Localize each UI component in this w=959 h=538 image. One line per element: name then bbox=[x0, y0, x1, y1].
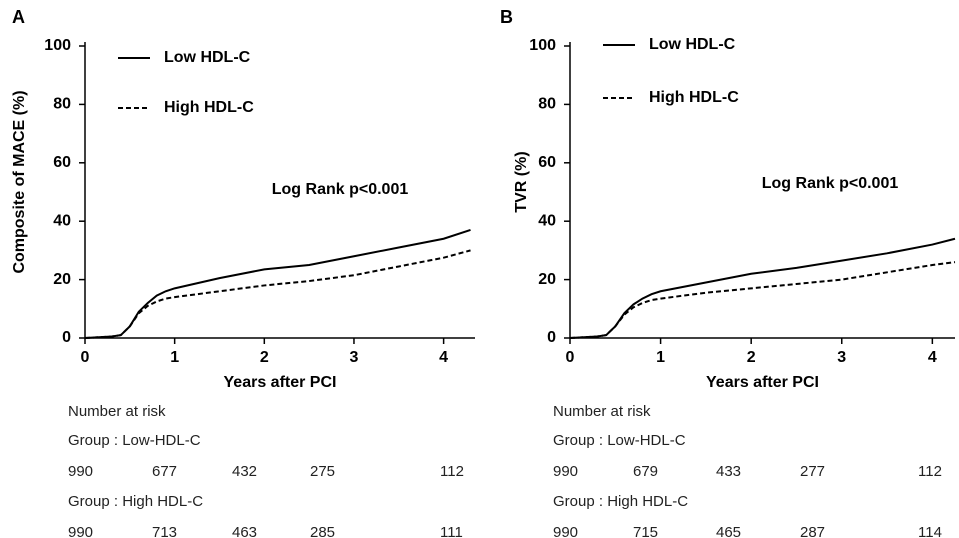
risk-group-label: Group : Low-HDL-C bbox=[553, 432, 686, 449]
annotation: Log Rank p<0.001 bbox=[762, 175, 899, 192]
risk-table-title: Number at risk bbox=[68, 403, 166, 420]
legend-label: High HDL-C bbox=[164, 99, 254, 116]
legend-label: High HDL-C bbox=[649, 89, 739, 106]
risk-count: 990 bbox=[553, 524, 578, 538]
km-curve bbox=[84, 249, 471, 339]
risk-count: 287 bbox=[800, 524, 825, 538]
risk-group-label: Group : High HDL-C bbox=[553, 493, 688, 510]
risk-count: 463 bbox=[232, 524, 257, 538]
risk-count: 990 bbox=[553, 463, 578, 480]
y-tick-label: 100 bbox=[529, 37, 556, 54]
y-tick-label: 60 bbox=[53, 154, 71, 171]
risk-count: 285 bbox=[310, 524, 335, 538]
risk-count: 111 bbox=[440, 524, 463, 538]
legend-label: Low HDL-C bbox=[649, 36, 736, 53]
x-tick-label: 0 bbox=[81, 349, 90, 366]
x-tick-label: 1 bbox=[170, 349, 179, 366]
y-tick-label: 0 bbox=[547, 329, 556, 346]
y-axis-label: Composite of MACE (%) bbox=[11, 90, 28, 273]
x-tick-label: 3 bbox=[837, 349, 846, 366]
risk-count: 990 bbox=[68, 524, 93, 538]
y-tick-label: 40 bbox=[538, 212, 556, 229]
km-curve bbox=[569, 261, 956, 339]
risk-count: 677 bbox=[152, 463, 177, 480]
risk-count: 277 bbox=[800, 463, 825, 480]
y-tick-label: 40 bbox=[53, 212, 71, 229]
panel-label: A bbox=[12, 7, 25, 27]
x-axis-label: Years after PCI bbox=[706, 374, 819, 391]
km-curve bbox=[569, 237, 956, 339]
legend-label: Low HDL-C bbox=[164, 49, 251, 66]
x-tick-label: 2 bbox=[747, 349, 756, 366]
risk-count: 713 bbox=[152, 524, 177, 538]
x-tick-label: 3 bbox=[350, 349, 359, 366]
y-tick-label: 60 bbox=[538, 154, 556, 171]
y-tick-label: 20 bbox=[538, 271, 556, 288]
risk-count: 990 bbox=[68, 463, 93, 480]
annotation: Log Rank p<0.001 bbox=[272, 181, 409, 198]
risk-count: 275 bbox=[310, 463, 335, 480]
x-axis-label: Years after PCI bbox=[224, 374, 337, 391]
panel-label: B bbox=[500, 7, 513, 27]
risk-count: 432 bbox=[232, 463, 257, 480]
risk-group-label: Group : High HDL-C bbox=[68, 493, 203, 510]
y-tick-label: 80 bbox=[538, 96, 556, 113]
y-tick-label: 100 bbox=[44, 37, 71, 54]
risk-count: 112 bbox=[440, 463, 464, 480]
x-tick-label: 2 bbox=[260, 349, 269, 366]
y-tick-label: 20 bbox=[53, 271, 71, 288]
risk-count: 433 bbox=[716, 463, 741, 480]
x-tick-label: 4 bbox=[928, 349, 937, 366]
risk-count: 679 bbox=[633, 463, 658, 480]
risk-count: 114 bbox=[918, 524, 942, 538]
risk-count: 112 bbox=[918, 463, 942, 480]
x-tick-label: 0 bbox=[566, 349, 575, 366]
y-tick-label: 80 bbox=[53, 96, 71, 113]
x-tick-label: 4 bbox=[439, 349, 448, 366]
x-tick-label: 1 bbox=[656, 349, 665, 366]
risk-count: 715 bbox=[633, 524, 658, 538]
y-axis-label: TVR (%) bbox=[513, 151, 530, 212]
risk-count: 465 bbox=[716, 524, 741, 538]
y-tick-label: 0 bbox=[62, 329, 71, 346]
risk-table-title: Number at risk bbox=[553, 403, 651, 420]
risk-group-label: Group : Low-HDL-C bbox=[68, 432, 201, 449]
